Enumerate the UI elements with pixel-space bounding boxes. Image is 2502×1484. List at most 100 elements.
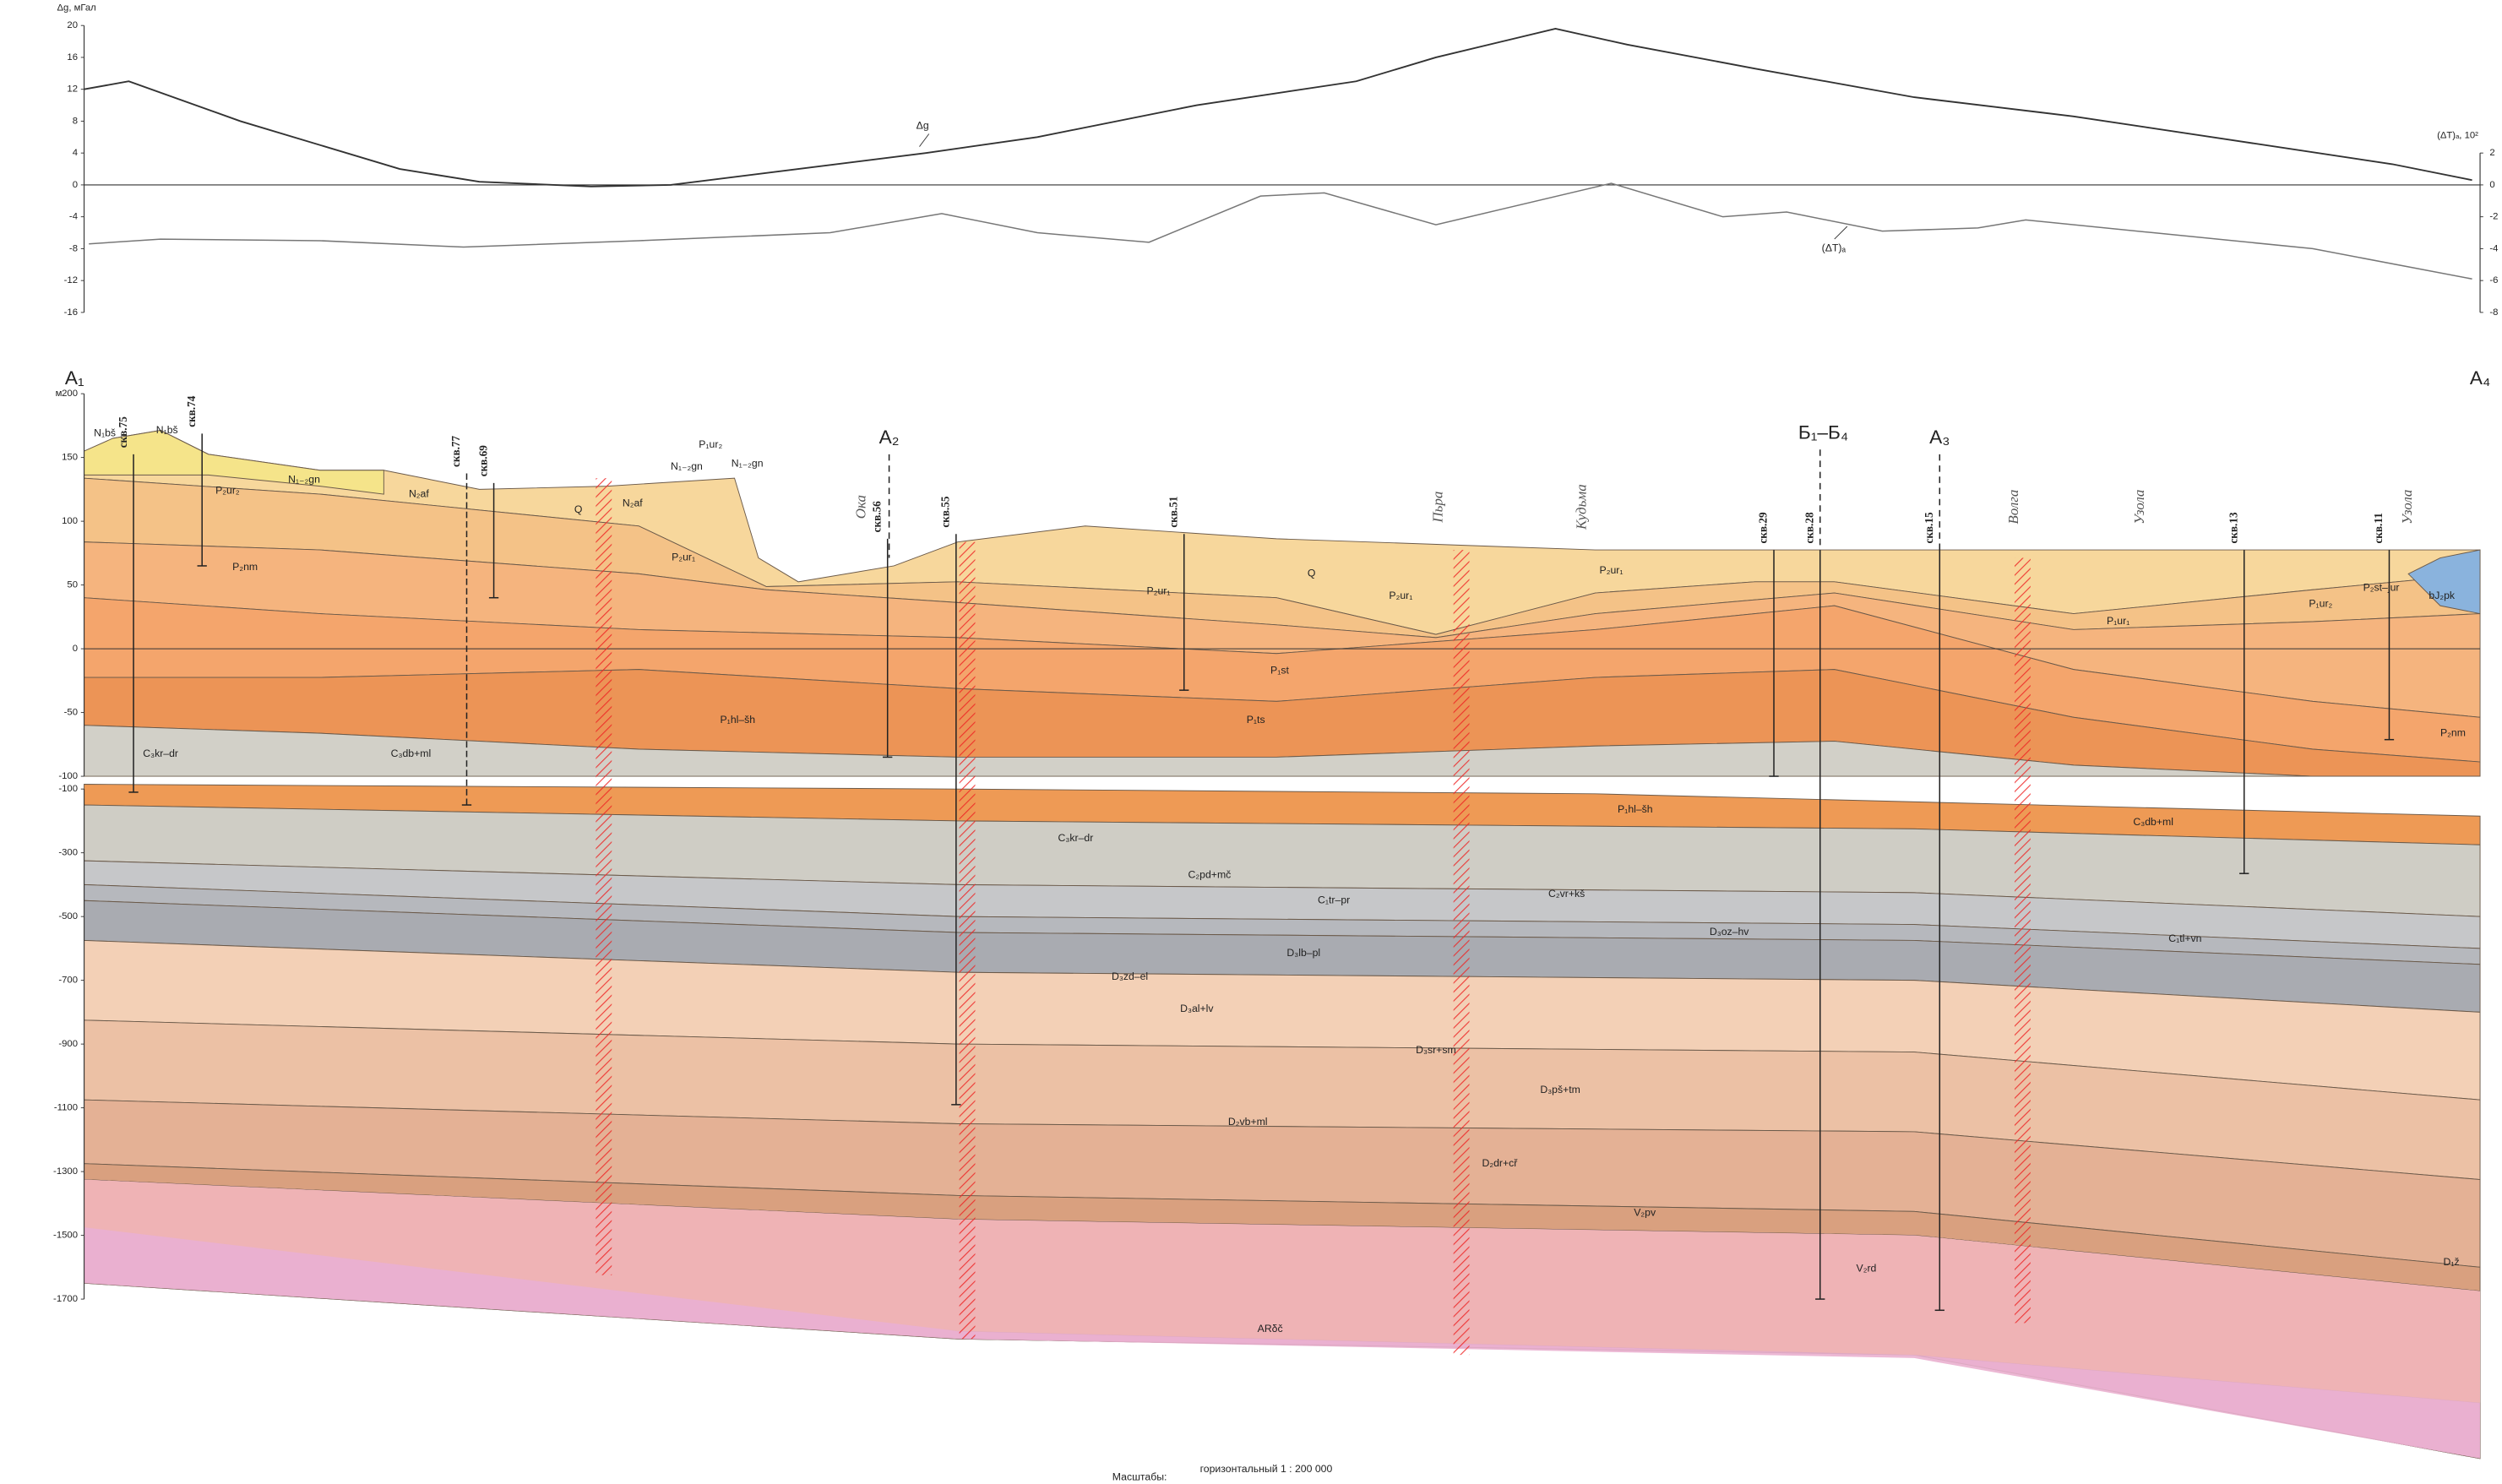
- layer-label: Q: [1308, 568, 1316, 579]
- tick-label: -1100: [54, 1103, 78, 1113]
- fault-zone: [959, 541, 976, 1340]
- layer-label: P₁hl–šh: [721, 714, 756, 726]
- layer-label: P₁ts: [1247, 714, 1265, 726]
- layer-label: D₂dr+cř: [1482, 1157, 1518, 1169]
- tick-label: 0: [73, 644, 78, 654]
- layer-label: D₃lb–pl: [1286, 947, 1320, 959]
- dt-curve: [89, 182, 2472, 280]
- tick-label: 8: [73, 116, 78, 126]
- leader: [919, 133, 930, 147]
- layer-label: C₃kr–dr: [143, 747, 178, 759]
- layer-label: P₂ur₂: [215, 484, 240, 496]
- dg-axis-label: Δg, мГал: [57, 3, 95, 13]
- well-label: скв.75: [117, 416, 129, 448]
- tick-label: 2: [2489, 148, 2494, 158]
- section-point: A₂: [879, 427, 900, 448]
- well-label: скв.56: [870, 501, 883, 533]
- tick-label: -1300: [53, 1166, 78, 1177]
- layer-label: N₂af: [623, 497, 643, 509]
- layer-label: C₂pd+mč: [1188, 868, 1232, 880]
- river-label: Узола: [2399, 490, 2415, 525]
- tick-label: -300: [58, 848, 78, 858]
- layer-label: D₂vb+ml: [1228, 1116, 1268, 1128]
- well-label: скв.77: [449, 435, 462, 467]
- well-label: скв.11: [2372, 513, 2385, 543]
- tick-label: 150: [62, 453, 78, 463]
- tick-label: -900: [58, 1039, 78, 1049]
- overlay: Δg, мГал (ΔT)ₐ, 10² Δg (ΔT)ₐ м Масштабы:…: [53, 3, 2498, 1482]
- river-label: Узола: [2131, 490, 2147, 525]
- well-label: скв.15: [1923, 512, 1935, 543]
- layer-label: P₁ur₁: [2107, 615, 2129, 627]
- strata: [84, 430, 2481, 1460]
- tick-label: -2: [2489, 212, 2498, 222]
- layer-label: P₂nm: [2440, 726, 2466, 738]
- tick-label: -100: [58, 784, 78, 794]
- tick-label: 4: [73, 148, 78, 158]
- layer-label: C₃db+ml: [2133, 816, 2173, 828]
- section-point: A₃: [1929, 427, 1950, 448]
- river-label: Ока: [852, 495, 868, 519]
- well-label: скв.69: [476, 445, 489, 477]
- tick-label: 0: [73, 180, 78, 190]
- layer-label: N₁₋₂gn: [732, 457, 764, 469]
- tick-label: -4: [2489, 243, 2498, 253]
- dg-curve: [84, 28, 2472, 188]
- layer-label: P₂ur₁: [1389, 590, 1412, 601]
- layer-label: P₂ur₁: [1147, 584, 1171, 596]
- layer-label: D₃pš+tm: [1540, 1084, 1580, 1095]
- layer-label: ARδč: [1258, 1323, 1283, 1335]
- layer-label: D₃oz–hv: [1710, 926, 1749, 938]
- tick-label: -50: [64, 708, 78, 718]
- scale-label: Масштабы:: [1112, 1471, 1167, 1483]
- layer-label: P₂ur₁: [1600, 564, 1624, 576]
- layer-label: D₃zd–el: [1112, 970, 1148, 982]
- layer-label: V₂rd: [1857, 1262, 1877, 1274]
- layer-label: P₁st: [1270, 665, 1289, 677]
- well-label: скв.55: [939, 496, 952, 528]
- layer-label: P₁ur₂: [699, 438, 722, 450]
- layer-label: P₂ur₁: [672, 552, 695, 563]
- tick-label: -16: [64, 307, 78, 318]
- tick-label: -8: [2489, 307, 2498, 318]
- layer-label: C₃db+ml: [391, 747, 432, 759]
- tick-label: -700: [58, 976, 78, 986]
- tick-label: 20: [67, 20, 78, 30]
- fault-zone: [596, 478, 612, 1275]
- layer-label: D₃al+lv: [1180, 1003, 1214, 1014]
- layer-label: N₁bš: [156, 424, 178, 436]
- curve-label: (ΔT)ₐ: [1822, 242, 1847, 254]
- stratum: [84, 1179, 2481, 1403]
- stratum: [2407, 549, 2481, 615]
- river-label: Кудьма: [1573, 484, 1589, 530]
- tick-label: 12: [67, 84, 78, 95]
- tick-label: -500: [58, 911, 78, 921]
- tick-label: -6: [2489, 275, 2498, 285]
- well-label: скв.29: [1757, 512, 1770, 543]
- layer-label: P₁ur₂: [2309, 597, 2332, 609]
- layer-label: N₂af: [409, 487, 429, 499]
- section-point: A₄: [2470, 367, 2490, 389]
- layer-label: N₁bš: [94, 427, 116, 439]
- layer-label: D₃sr+sm: [1416, 1044, 1456, 1056]
- layer-label: C₁tr–pr: [1318, 894, 1350, 906]
- river-label: Пьра: [1430, 492, 1446, 524]
- stratum: [84, 725, 2481, 777]
- layer-label: P₂nm: [232, 561, 258, 573]
- dt-axis-label: (ΔT)ₐ, 10²: [2437, 130, 2478, 140]
- section-point: A₁: [65, 367, 84, 389]
- layer-label: C₂vr+kš: [1548, 888, 1585, 900]
- tick-label: -12: [64, 275, 78, 285]
- tick-label: -100: [58, 771, 78, 781]
- tick-label: -1500: [53, 1231, 78, 1241]
- tick-label: 0: [2489, 180, 2494, 190]
- layer-label: V₂pv: [1634, 1206, 1656, 1218]
- well-label: скв.13: [2227, 512, 2239, 543]
- layer-label: N₁₋₂gn: [288, 473, 320, 485]
- river-label: Волга: [2005, 490, 2021, 525]
- stratum: [84, 430, 384, 495]
- tick-label: -8: [69, 243, 78, 253]
- well-label: скв.28: [1803, 512, 1815, 543]
